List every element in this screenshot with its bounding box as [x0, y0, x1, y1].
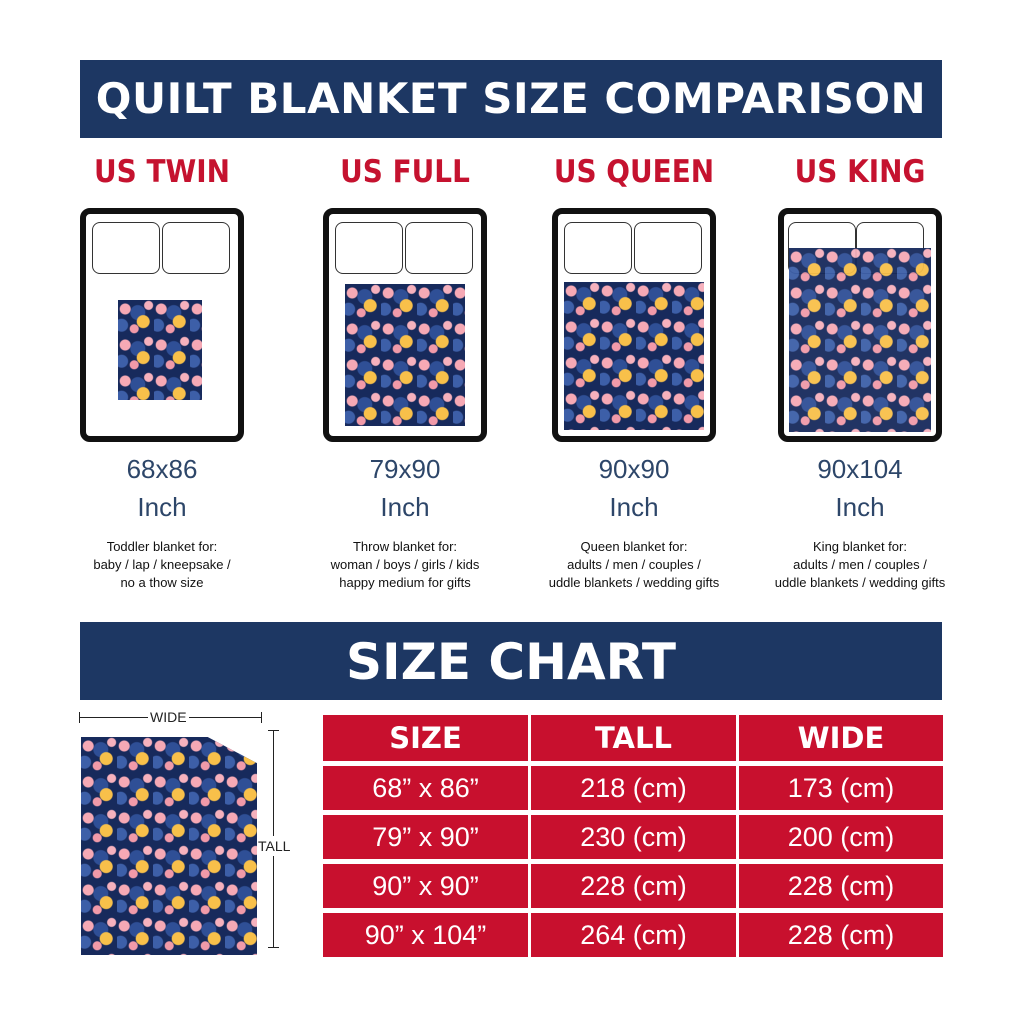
- bed-illustration: [323, 208, 487, 442]
- table-row: 79” x 90” 230 (cm) 200 (cm): [323, 815, 943, 859]
- measure-tick: [261, 712, 262, 723]
- size-unit: Inch: [137, 492, 187, 522]
- table-header-row: SIZE TALL WIDE: [323, 715, 943, 761]
- pillow-icon: [335, 222, 403, 274]
- desc-line: happy medium for gifts: [339, 575, 471, 590]
- table-row: 68” x 86” 218 (cm) 173 (cm): [323, 766, 943, 810]
- pillow-icon: [162, 222, 230, 274]
- size-column-queen: US QUEEN 90x90 Inch Queen blanket for: a…: [534, 150, 734, 590]
- size-description: Toddler blanket for: baby / lap / kneeps…: [52, 538, 272, 592]
- desc-line: Throw blanket for:: [352, 539, 458, 554]
- page-title: QUILT BLANKET SIZE COMPARISON: [95, 74, 927, 123]
- size-chart-table: SIZE TALL WIDE 68” x 86” 218 (cm) 173 (c…: [320, 710, 946, 962]
- desc-line: baby / lap / kneepsake /: [93, 557, 231, 572]
- table-row: 90” x 90” 228 (cm) 228 (cm): [323, 864, 943, 908]
- cell-wide: 173 (cm): [739, 766, 943, 810]
- size-dimensions: 79x90: [369, 454, 441, 484]
- wide-label: WIDE: [148, 709, 189, 725]
- cell-wide: 200 (cm): [739, 815, 943, 859]
- size-label: US KING: [794, 154, 926, 190]
- cell-tall: 218 (cm): [531, 766, 736, 810]
- blanket-image: [564, 282, 704, 430]
- page-title-banner: QUILT BLANKET SIZE COMPARISON: [80, 60, 942, 138]
- size-chart-title: SIZE CHART: [345, 633, 677, 691]
- desc-line: Toddler blanket for:: [106, 539, 218, 554]
- size-dimensions: 90x90: [598, 454, 670, 484]
- pillow-icon: [564, 222, 632, 274]
- size-unit: Inch: [609, 492, 659, 522]
- tall-label: TALL: [258, 836, 291, 856]
- table-row: 90” x 104” 264 (cm) 228 (cm): [323, 913, 943, 957]
- size-column-twin: US TWIN 68x86 Inch Toddler blanket for: …: [62, 150, 262, 590]
- measure-tick: [268, 947, 279, 948]
- size-description: Queen blanket for: adults / men / couple…: [524, 538, 744, 592]
- cell-size: 68” x 86”: [323, 766, 528, 810]
- cell-tall: 264 (cm): [531, 913, 736, 957]
- cell-size: 90” x 90”: [323, 864, 528, 908]
- cell-tall: 230 (cm): [531, 815, 736, 859]
- desc-line: no a thow size: [120, 575, 204, 590]
- bed-illustration: [778, 208, 942, 442]
- pillow-icon: [405, 222, 473, 274]
- desc-line: adults / men / couples /: [793, 557, 927, 572]
- size-description: King blanket for: adults / men / couples…: [750, 538, 970, 592]
- desc-line: adults / men / couples /: [567, 557, 701, 572]
- cell-wide: 228 (cm): [739, 913, 943, 957]
- desc-line: King blanket for:: [813, 539, 907, 554]
- blanket-image: [789, 248, 931, 432]
- blanket-image: [345, 284, 465, 426]
- size-dimensions: 90x104: [817, 454, 903, 484]
- cell-size: 90” x 104”: [323, 913, 528, 957]
- desc-line: uddle blankets / wedding gifts: [774, 575, 946, 590]
- blanket-image: [118, 300, 202, 400]
- size-unit: Inch: [835, 492, 885, 522]
- size-label: US QUEEN: [553, 154, 715, 190]
- header-tall: TALL: [531, 715, 736, 761]
- size-column-king: US KING 90x104 Inch King blanket for: ad…: [760, 150, 960, 590]
- size-dimensions: 68x86: [126, 454, 198, 484]
- pillow-icon: [92, 222, 160, 274]
- cell-size: 79” x 90”: [323, 815, 528, 859]
- bed-illustration: [80, 208, 244, 442]
- header-size: SIZE: [323, 715, 528, 761]
- size-label: US FULL: [340, 154, 470, 190]
- cell-wide: 228 (cm): [739, 864, 943, 908]
- blanket-sample-image: [81, 737, 257, 955]
- desc-line: Queen blanket for:: [580, 539, 688, 554]
- desc-line: uddle blankets / wedding gifts: [548, 575, 720, 590]
- size-description: Throw blanket for: woman / boys / girls …: [295, 538, 515, 592]
- bed-illustration: [552, 208, 716, 442]
- header-wide: WIDE: [739, 715, 943, 761]
- desc-line: woman / boys / girls / kids: [330, 557, 480, 572]
- measure-tick: [268, 730, 279, 731]
- cell-tall: 228 (cm): [531, 864, 736, 908]
- measure-tick: [79, 712, 80, 723]
- size-unit: Inch: [380, 492, 430, 522]
- size-column-full: US FULL 79x90 Inch Throw blanket for: wo…: [305, 150, 505, 590]
- pillow-icon: [634, 222, 702, 274]
- size-label: US TWIN: [93, 154, 231, 190]
- size-chart-banner: SIZE CHART: [80, 622, 942, 700]
